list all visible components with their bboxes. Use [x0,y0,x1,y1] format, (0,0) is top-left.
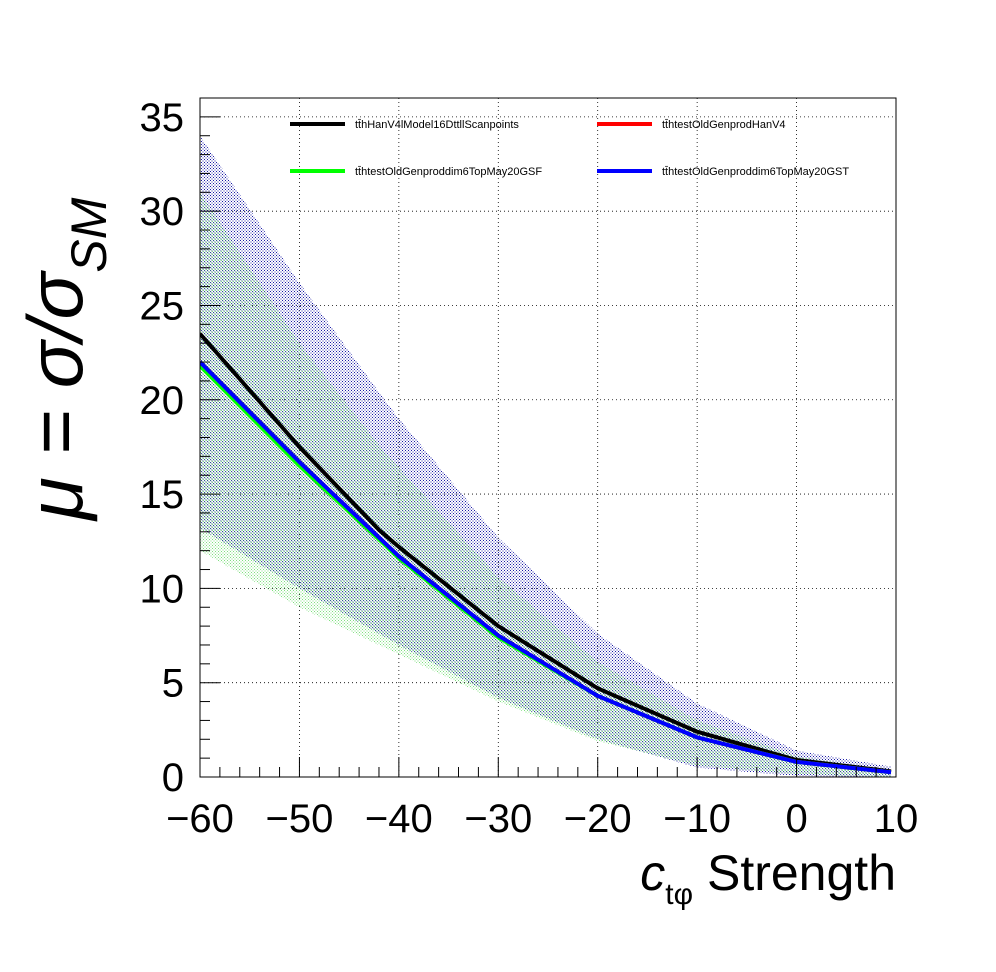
series-lines [200,332,892,775]
x-tick-label: −50 [265,797,333,841]
tick-labels: −60 −50 −40 −30 −20 −10 0 10 0 5 10 15 20 25 30 35 [140,96,919,841]
x-axis-title-main: c [640,845,665,901]
x-tick-label: −40 [365,797,433,841]
y-tick-label: 25 [140,284,185,328]
axis-ticks [199,97,897,778]
x-tick-label: −10 [663,797,731,841]
y-tick-label: 0 [162,756,184,800]
x-tick-label: −60 [166,797,234,841]
y-tick-label: 15 [140,473,185,517]
y-axis-title-sub: SM [61,197,117,272]
x-axis-title-rest: Strength [693,845,896,901]
legend-label: tt̄htestOldGenprodHanV4 [662,119,786,131]
x-tick-label: −30 [464,797,532,841]
series-line-1 [200,332,892,774]
legend-label: tt̄htestOldGenproddim6TopMay20GSF [355,166,542,178]
x-tick-label: 10 [874,797,919,841]
y-tick-label: 35 [140,96,185,140]
x-axis-title-sub: tφ [665,878,693,911]
series-line-4 [200,360,892,775]
legend-label: tt̄htestOldGenproddim6TopMay20GST [662,166,849,178]
x-axis-title: ctφ Strength [640,845,896,911]
error-band-2 [200,192,892,777]
legend: tt̄hHanV4lModel16DttllScanpoints tt̄htest… [290,119,849,178]
legend-label: tt̄hHanV4lModel16DttllScanpoints [355,119,519,131]
y-axis-title: μ = σ/σSM [11,197,117,522]
y-axis-title-main: μ = σ/σ [11,270,99,522]
y-tick-label: 5 [162,662,184,706]
error-bands [200,135,892,777]
x-tick-label: −20 [564,797,632,841]
y-tick-label: 30 [140,190,185,234]
x-tick-label: 0 [785,797,807,841]
y-tick-label: 20 [140,379,185,423]
y-tick-label: 10 [140,567,185,611]
